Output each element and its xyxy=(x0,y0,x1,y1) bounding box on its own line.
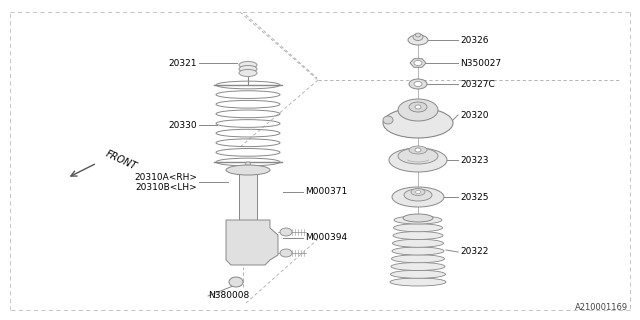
Ellipse shape xyxy=(409,102,427,112)
Ellipse shape xyxy=(390,270,445,278)
Ellipse shape xyxy=(415,33,420,37)
Ellipse shape xyxy=(392,187,444,207)
Polygon shape xyxy=(410,59,426,67)
Ellipse shape xyxy=(394,224,442,232)
Text: 20320: 20320 xyxy=(460,110,488,119)
Text: 20321: 20321 xyxy=(168,59,197,68)
Text: N350027: N350027 xyxy=(460,59,501,68)
Ellipse shape xyxy=(398,99,438,121)
Ellipse shape xyxy=(280,228,292,236)
Text: 20330: 20330 xyxy=(168,121,197,130)
Ellipse shape xyxy=(409,146,427,154)
Ellipse shape xyxy=(239,66,257,73)
Text: 20323: 20323 xyxy=(460,156,488,164)
Ellipse shape xyxy=(392,247,444,255)
Text: FRONT: FRONT xyxy=(104,148,138,172)
Ellipse shape xyxy=(408,35,428,45)
Ellipse shape xyxy=(280,249,292,257)
Text: 20325: 20325 xyxy=(460,193,488,202)
Text: A210001169: A210001169 xyxy=(575,303,628,312)
Text: 20327C: 20327C xyxy=(460,79,495,89)
FancyBboxPatch shape xyxy=(239,172,257,225)
Text: N380008: N380008 xyxy=(208,292,249,300)
Ellipse shape xyxy=(391,262,445,270)
Ellipse shape xyxy=(229,277,243,287)
Text: 20310B<LH>: 20310B<LH> xyxy=(135,182,197,191)
Ellipse shape xyxy=(392,239,444,247)
Ellipse shape xyxy=(403,214,433,222)
Text: 20326: 20326 xyxy=(460,36,488,44)
Ellipse shape xyxy=(404,189,432,201)
Ellipse shape xyxy=(394,216,442,224)
Ellipse shape xyxy=(413,34,423,41)
Ellipse shape xyxy=(392,255,445,263)
Ellipse shape xyxy=(239,61,257,68)
Text: M000394: M000394 xyxy=(305,234,347,243)
Ellipse shape xyxy=(389,148,447,172)
Text: 20322: 20322 xyxy=(460,247,488,257)
Text: M000371: M000371 xyxy=(305,188,348,196)
Ellipse shape xyxy=(415,190,420,194)
Polygon shape xyxy=(244,172,252,177)
Text: 20310A<RH>: 20310A<RH> xyxy=(134,172,197,181)
Polygon shape xyxy=(244,162,252,177)
Ellipse shape xyxy=(398,148,438,164)
Ellipse shape xyxy=(239,69,257,76)
Ellipse shape xyxy=(383,116,393,124)
Ellipse shape xyxy=(393,231,443,239)
Ellipse shape xyxy=(415,105,421,109)
Ellipse shape xyxy=(415,148,421,152)
Ellipse shape xyxy=(409,79,427,89)
Ellipse shape xyxy=(226,165,270,175)
Ellipse shape xyxy=(411,188,425,196)
Ellipse shape xyxy=(390,278,446,286)
Polygon shape xyxy=(226,220,278,265)
Ellipse shape xyxy=(414,82,422,86)
Ellipse shape xyxy=(414,60,422,66)
Ellipse shape xyxy=(383,108,453,138)
